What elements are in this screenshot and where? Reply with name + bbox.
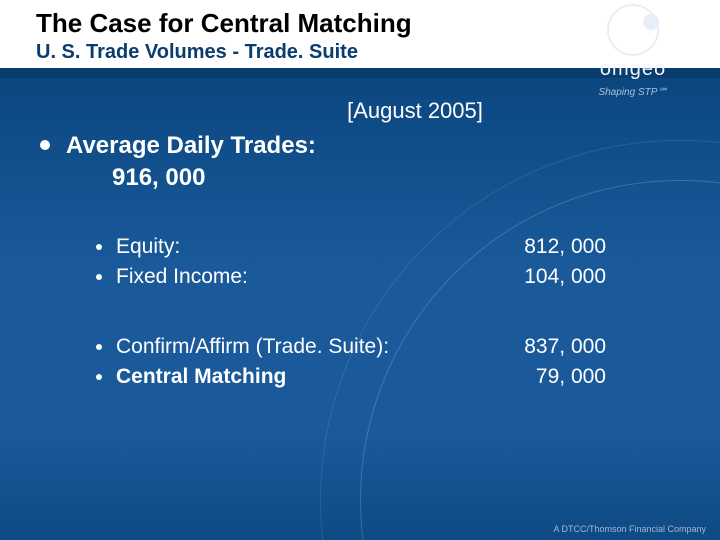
bullet-icon: [96, 244, 102, 250]
bullet-icon: [96, 374, 102, 380]
main-bullet-label: Average Daily Trades:: [66, 132, 316, 159]
main-bullet-text: Average Daily Trades: 916, 000: [66, 130, 316, 195]
logo-text: omgeo: [558, 58, 708, 81]
slide: The Case for Central Matching U. S. Trad…: [0, 0, 720, 540]
bullet-icon: [96, 274, 102, 280]
logo: omgeo Shaping STP℠: [558, 4, 708, 94]
main-bullet-value: 916, 000: [112, 162, 316, 194]
logo-circle-icon: [607, 4, 659, 56]
bullet-icon: [40, 140, 50, 150]
date-line: [August 2005]: [150, 98, 680, 124]
footer-text: A DTCC/Thomson Financial Company: [553, 524, 706, 534]
bullet-icon: [96, 344, 102, 350]
